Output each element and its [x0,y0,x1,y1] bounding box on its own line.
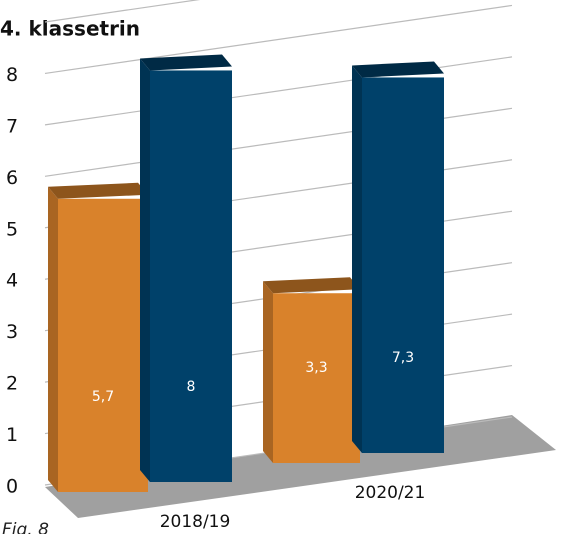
bar [273,293,360,463]
x-tick-label: 2020/21 [355,483,426,503]
value-label: 8 [187,379,196,395]
bar-top [263,277,360,294]
bar-top [352,61,444,78]
grid-line [44,4,513,75]
bar [58,198,148,492]
y-tick-label: 7 [6,115,18,137]
value-label: 5,7 [92,389,114,405]
y-tick-label: 3 [6,321,18,343]
y-tick-label: 1 [6,424,18,446]
bar-side [263,281,273,463]
bar-side [140,58,150,482]
y-tick-label: 0 [6,476,18,498]
bar [362,77,444,453]
caption: Fig. 8 [2,520,49,534]
y-tick-label: 2 [6,373,18,395]
x-tick-label: 2018/19 [160,512,231,532]
value-label: 3,3 [305,360,327,376]
bar-top [140,54,232,71]
bar-side [48,186,58,492]
y-tick-label: 4 [6,270,18,292]
bar-side [352,65,362,453]
y-tick-label: 6 [6,167,18,189]
y-tick-label: 8 [6,64,18,86]
grid-line [44,0,201,23]
value-label: 7,3 [392,350,414,366]
chart-title: 4. klassetrin [0,17,140,41]
bar [150,70,232,482]
bar-top [48,182,148,199]
y-tick-label: 5 [6,218,18,240]
